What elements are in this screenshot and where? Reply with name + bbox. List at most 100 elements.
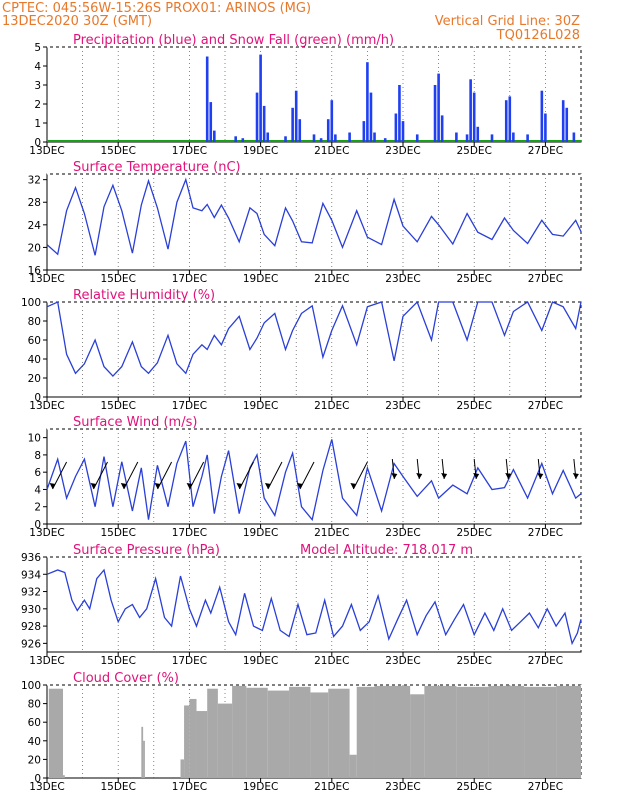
wind-arrow-head <box>473 473 480 479</box>
cloud-cover-bar <box>48 688 64 778</box>
y-tick-label: 40 <box>28 354 41 366</box>
panel-title: Surface Pressure (hPa) <box>73 543 220 558</box>
x-tick-label: 19DEC <box>243 527 278 539</box>
precip-bar <box>255 92 259 142</box>
cloud-cover-bar <box>410 694 425 778</box>
x-tick-label: 21DEC <box>314 273 349 285</box>
x-tick-label: 21DEC <box>314 527 349 539</box>
precip-bar <box>440 115 444 142</box>
y-tick-label: 16 <box>28 265 42 277</box>
precip-bar <box>565 107 569 142</box>
x-tick-label: 15DEC <box>100 527 135 539</box>
precip-bar <box>465 134 469 142</box>
x-tick-label: 25DEC <box>456 781 491 793</box>
cloud-cover-bar <box>189 698 197 778</box>
panel-5 <box>43 556 582 656</box>
x-tick-label: 19DEC <box>243 273 278 285</box>
cloud-cover-bar <box>267 690 290 778</box>
y-tick-label: 4 <box>34 61 41 73</box>
x-tick-label: 17DEC <box>172 781 207 793</box>
x-tick-label: 15DEC <box>100 400 135 412</box>
panel-3 <box>43 301 582 401</box>
plot-frame <box>46 173 582 271</box>
x-tick-label: 23DEC <box>385 400 420 412</box>
plot-frame <box>46 556 582 653</box>
wind-arrow-head <box>297 483 303 489</box>
series-line <box>46 439 582 522</box>
series-line <box>46 300 582 378</box>
panel-4 <box>43 428 582 528</box>
y-tick-label: 2 <box>34 502 41 514</box>
y-tick-label: 3 <box>34 80 41 92</box>
y-tick-label: 100 <box>21 297 41 309</box>
precip-bar <box>369 92 373 142</box>
y-tick-label: 24 <box>28 220 42 232</box>
cloud-cover-bar <box>424 685 457 778</box>
x-tick-label: 17DEC <box>172 400 207 412</box>
wind-arrow-head <box>90 483 97 489</box>
x-tick-label: 21DEC <box>314 400 349 412</box>
precip-bar <box>262 105 266 142</box>
precip-bar <box>334 134 337 142</box>
series-line <box>46 568 582 646</box>
model-altitude-label: Model Altitude: 718.017 m <box>300 543 473 558</box>
plot-frame <box>46 46 582 143</box>
x-tick-label: 13DEC <box>29 655 64 667</box>
y-tick-label: 930 <box>21 604 41 616</box>
precip-bar <box>284 136 287 142</box>
cloud-cover-bar <box>246 687 268 778</box>
precip-bar <box>508 96 512 142</box>
cloud-cover-bar <box>180 759 185 778</box>
header-grid-line: Vertical Grid Line: 30Z <box>435 14 580 29</box>
x-tick-label: 25DEC <box>456 273 491 285</box>
precip-bar <box>209 102 213 142</box>
cloud-cover-bar <box>289 686 311 778</box>
x-tick-label: 23DEC <box>385 781 420 793</box>
x-tick-label: 25DEC <box>456 400 491 412</box>
y-tick-label: 926 <box>21 638 41 650</box>
precip-bar <box>572 132 576 142</box>
panel-title: Relative Humidity (%) <box>73 288 215 303</box>
cloud-cover-bar <box>232 685 247 778</box>
precip-bar <box>330 100 334 142</box>
precip-bar <box>394 113 398 142</box>
precip-bar <box>415 134 419 142</box>
header-station: CPTEC: 045:56W-15:26S PROX01: ARINOS (MG… <box>2 1 311 16</box>
precip-bar <box>294 90 298 142</box>
wind-arrow-head <box>154 483 161 489</box>
precip-bar <box>205 56 209 142</box>
x-tick-label: 27DEC <box>528 527 563 539</box>
x-tick-label: 17DEC <box>172 655 207 667</box>
panel-2 <box>43 173 582 274</box>
x-tick-label: 13DEC <box>29 400 64 412</box>
cloud-cover-bar <box>488 685 525 778</box>
y-tick-label: 60 <box>28 335 41 347</box>
series-line <box>46 177 582 256</box>
cloud-cover-bar <box>356 686 375 778</box>
x-tick-label: 25DEC <box>456 145 491 157</box>
x-tick-label: 13DEC <box>29 145 64 157</box>
cloud-cover-bar <box>524 686 557 778</box>
wind-arrow-head <box>391 473 398 479</box>
x-tick-label: 23DEC <box>385 655 420 667</box>
panel-title: Surface Temperature (nC) <box>73 160 241 175</box>
x-tick-label: 23DEC <box>385 273 420 285</box>
precip-bar <box>437 73 440 142</box>
precip-bar <box>298 119 302 142</box>
y-tick-label: 5 <box>34 42 41 54</box>
x-tick-label: 13DEC <box>29 273 64 285</box>
wind-arrow-head <box>505 473 512 479</box>
x-tick-label: 25DEC <box>456 655 491 667</box>
cloud-cover-bar <box>374 685 411 778</box>
header-model: TQ0126L028 <box>496 28 580 43</box>
y-tick-label: 20 <box>28 242 41 254</box>
panel-title: Cloud Cover (%) <box>73 671 179 686</box>
precip-bar <box>373 132 376 142</box>
panel-title: Surface Wind (m/s) <box>73 415 197 430</box>
precip-bar <box>259 54 262 142</box>
precip-bar <box>213 130 216 142</box>
precip-bar <box>291 107 294 142</box>
x-tick-label: 19DEC <box>243 655 278 667</box>
x-tick-label: 27DEC <box>528 655 563 667</box>
